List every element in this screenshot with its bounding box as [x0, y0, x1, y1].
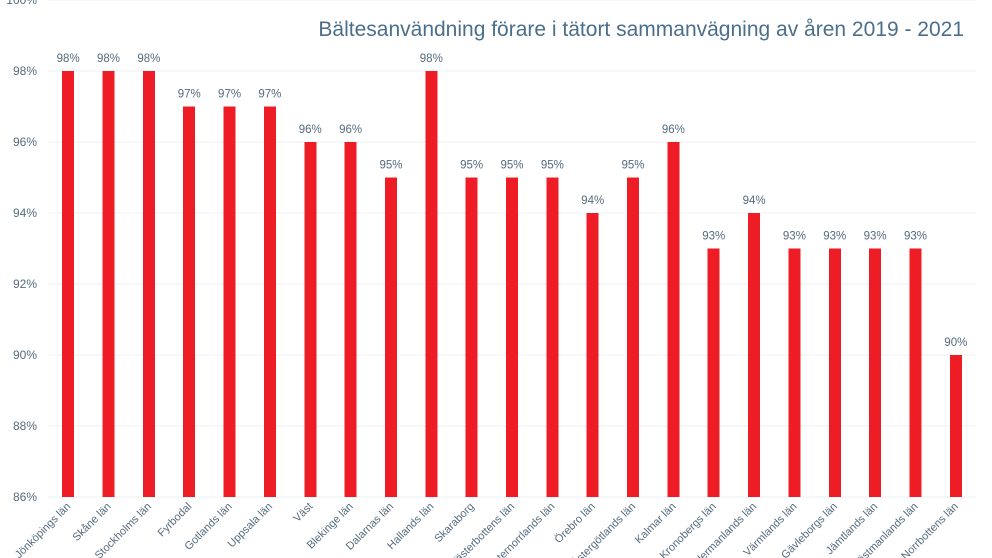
bar	[304, 142, 317, 497]
data-label: 98%	[57, 53, 80, 65]
data-label: 96%	[662, 124, 685, 136]
data-label: 94%	[743, 195, 766, 207]
bars	[62, 71, 962, 497]
bar	[707, 248, 720, 497]
bar	[425, 71, 438, 497]
data-label: 96%	[339, 124, 362, 136]
y-tick-label: 90%	[13, 348, 37, 362]
data-label: 93%	[904, 231, 927, 243]
bar	[62, 71, 75, 497]
bar	[344, 142, 357, 497]
y-tick-label: 88%	[13, 419, 37, 433]
x-tick-label: Östergötlands län	[569, 501, 638, 558]
bar	[546, 177, 559, 497]
data-label: 93%	[783, 231, 806, 243]
data-label: 97%	[258, 89, 281, 101]
bar	[465, 177, 478, 497]
data-label: 98%	[97, 53, 120, 65]
data-label: 93%	[864, 231, 887, 243]
data-label: 94%	[581, 195, 604, 207]
data-label: 90%	[944, 337, 967, 349]
bar	[627, 177, 640, 497]
data-label: 93%	[702, 231, 725, 243]
data-label: 95%	[460, 160, 483, 172]
bar	[223, 106, 236, 497]
bar	[909, 248, 922, 497]
y-tick-label: 86%	[13, 490, 37, 504]
data-label: 96%	[299, 124, 322, 136]
y-tick-label: 96%	[13, 135, 37, 149]
data-label: 93%	[823, 231, 846, 243]
bar	[748, 213, 761, 497]
bar	[506, 177, 518, 497]
bar	[142, 71, 155, 497]
data-label: 98%	[420, 53, 443, 65]
data-label: 97%	[218, 89, 241, 101]
bar	[869, 248, 882, 497]
bar	[949, 355, 962, 497]
x-tick-label: Fyrbodal	[156, 501, 195, 540]
y-tick-label: 100%	[6, 0, 37, 7]
data-label: 95%	[622, 160, 645, 172]
y-tick-label: 92%	[13, 277, 37, 291]
bar	[667, 142, 680, 497]
chart-title: Bältesanvändning förare i tätort sammanv…	[318, 18, 964, 41]
data-label: 95%	[379, 160, 402, 172]
data-label: 97%	[178, 89, 201, 101]
y-tick-label: 98%	[13, 64, 37, 78]
y-axis: 86% 88% 90% 92% 94% 96% 98% 100%	[6, 0, 37, 504]
x-tick-label: Skåne län	[71, 501, 114, 544]
bar	[586, 213, 599, 497]
y-tick-label: 94%	[13, 206, 37, 220]
data-label: 98%	[137, 53, 160, 65]
x-tick-label: Väst	[291, 501, 315, 525]
bar	[102, 71, 115, 497]
bar	[384, 177, 397, 497]
bar	[788, 248, 801, 497]
bar	[263, 106, 276, 497]
data-label: 95%	[541, 160, 564, 172]
data-labels: 98% 98% 98% 97% 97% 97% 96% 96% 95% 98% 95% 95% 95% 9…	[57, 53, 968, 349]
bar	[183, 106, 196, 497]
data-label: 95%	[500, 160, 523, 172]
bar	[828, 248, 841, 497]
x-tick-label: Jönköpings län	[13, 501, 73, 558]
